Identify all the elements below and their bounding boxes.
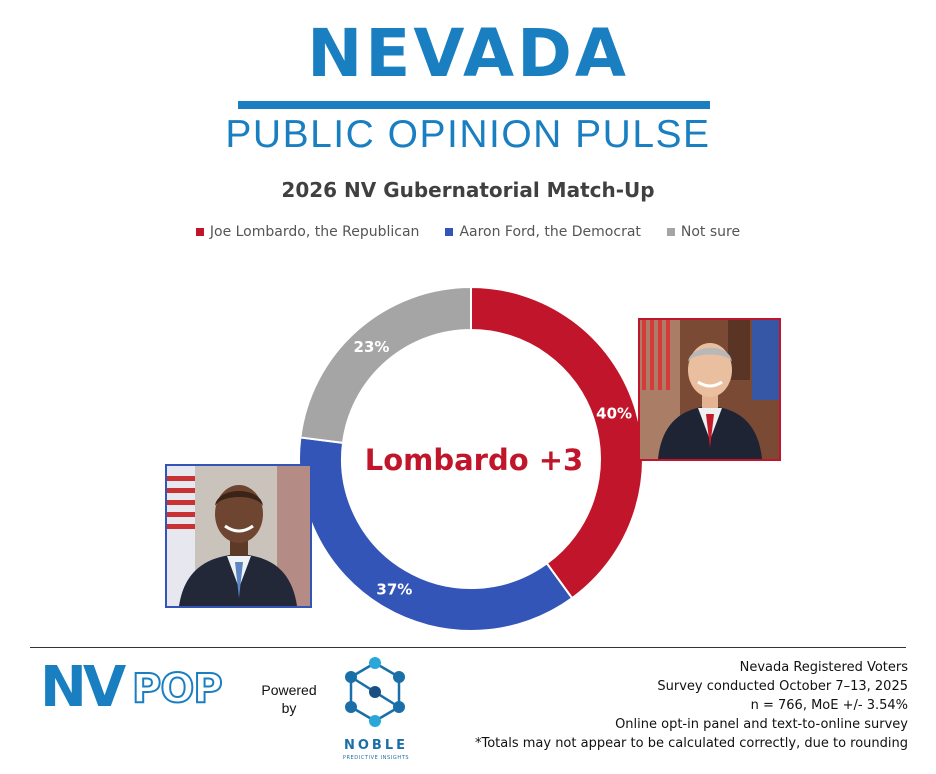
note-dates: Survey conducted October 7–13, 2025 <box>657 679 908 694</box>
brand-title: NEVADA <box>307 15 629 92</box>
powered-by-label: Powered by <box>261 682 317 716</box>
survey-notes: Nevada Registered Voters Survey conducte… <box>475 658 908 753</box>
brand-subtitle: PUBLIC OPINION PULSE <box>225 113 711 156</box>
legend-swatch-democrat <box>445 228 454 236</box>
legend-item-republican: Joe Lombardo, the Republican <box>195 224 420 240</box>
brand-divider <box>238 101 710 109</box>
democrat-portrait-image <box>167 466 310 606</box>
noble-network-icon <box>345 657 405 727</box>
legend-label-democrat: Aaron Ford, the Democrat <box>459 224 641 240</box>
legend-label-not-sure: Not sure <box>680 224 741 240</box>
legend-item-not-sure: Not sure <box>666 224 741 240</box>
republican-portrait-image <box>640 320 779 459</box>
donut-label-2: 23% <box>354 338 390 356</box>
chart-legend: Joe Lombardo, the Republican Aaron Ford,… <box>0 224 936 240</box>
legend-swatch-not-sure <box>666 228 675 236</box>
democrat-candidate-photo <box>165 464 312 608</box>
svg-text:NV: NV <box>40 655 127 714</box>
donut-slice-0 <box>470 285 644 600</box>
noble-wordmark: NOBLE <box>343 738 408 753</box>
note-method: Online opt-in panel and text-to-online s… <box>615 717 908 732</box>
chart-title: 2026 NV Gubernatorial Match-Up <box>281 178 655 202</box>
note-population: Nevada Registered Voters <box>739 660 908 675</box>
legend-swatch-republican <box>195 228 204 236</box>
donut-label-0: 40% <box>596 404 632 422</box>
footer-divider <box>30 647 906 648</box>
donut-slice-1 <box>298 436 574 632</box>
donut-label-1: 37% <box>376 581 412 599</box>
noble-tagline: PREDICTIVE INSIGHTS <box>342 755 410 761</box>
legend-label-republican: Joe Lombardo, the Republican <box>209 224 420 240</box>
nvpop-logo: NV POP <box>40 655 224 714</box>
legend-item-democrat: Aaron Ford, the Democrat <box>445 224 641 240</box>
note-sample: n = 766, MoE +/- 3.54% <box>750 698 908 713</box>
republican-candidate-photo <box>638 318 781 461</box>
donut-slice-2 <box>299 285 472 444</box>
donut-center-label: Lombardo +3 <box>365 443 584 477</box>
note-rounding: *Totals may not appear to be calculated … <box>474 736 908 751</box>
svg-text:POP: POP <box>132 666 222 712</box>
